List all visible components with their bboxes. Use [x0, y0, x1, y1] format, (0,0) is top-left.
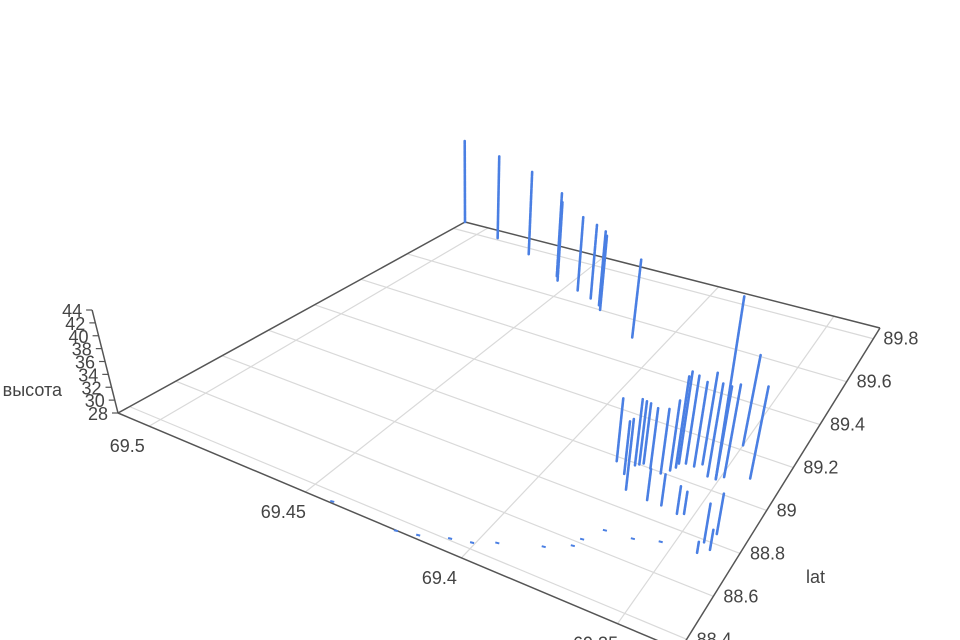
z-tick-label: 32 — [81, 378, 101, 398]
trace-segment — [702, 502, 712, 544]
trace-segment — [677, 370, 694, 465]
y-tick-label: 89.4 — [830, 415, 865, 435]
axis-line — [464, 221, 881, 329]
trace-segment — [714, 295, 746, 481]
y-tick-label: 88.8 — [750, 543, 785, 563]
axis-line — [117, 221, 466, 414]
trace-point — [469, 541, 475, 545]
trace-point — [570, 544, 576, 548]
trace-segment — [674, 375, 691, 469]
trace-segment — [722, 383, 743, 479]
trace-segment — [649, 406, 660, 470]
trace-segment — [659, 407, 671, 475]
y-gridline — [268, 329, 767, 512]
z-tick-label: 28 — [88, 404, 108, 424]
trace-segment — [633, 397, 645, 467]
trace-segment — [615, 397, 625, 463]
trace-segment — [597, 230, 608, 307]
data-traces — [330, 139, 770, 555]
x-tick-label: 69.35 — [573, 634, 618, 640]
z-tick-label: 40 — [69, 327, 89, 347]
x-gridline — [148, 227, 489, 427]
y-tick-label: 89.8 — [883, 329, 918, 349]
axis-line — [117, 412, 659, 640]
trace-point — [658, 540, 663, 544]
trace-segment — [598, 234, 609, 312]
trace-segment — [622, 420, 632, 476]
trace-point — [495, 541, 500, 545]
trace-segment — [684, 374, 701, 465]
trace-segment — [589, 223, 599, 300]
trace-segment — [675, 485, 683, 516]
trace-segment — [630, 258, 643, 339]
trace-segment — [748, 385, 770, 480]
grid-lines — [129, 227, 874, 640]
trace-segment — [708, 528, 715, 552]
trace-segment — [576, 215, 585, 292]
trace-segment — [682, 490, 689, 516]
trace-point — [541, 545, 546, 549]
y-tick-label: 89.2 — [803, 458, 838, 478]
z-tick-label: 30 — [85, 391, 105, 411]
trace-point — [602, 528, 608, 532]
trace-segment — [527, 170, 534, 256]
y-gridline — [406, 253, 847, 383]
y-tick-label: 89 — [777, 500, 797, 520]
x-gridline — [461, 286, 720, 559]
trace-point — [579, 537, 585, 541]
y-axis-title: lat — [806, 567, 825, 587]
trace-segment — [645, 467, 653, 502]
trace-segment — [556, 200, 564, 282]
trace-point — [447, 537, 453, 540]
trace-point — [415, 533, 421, 537]
z-axis-title: высота — [3, 380, 63, 400]
x-tick-label: 69.45 — [261, 502, 306, 522]
trace-segment — [638, 400, 649, 466]
axis-line — [685, 327, 881, 640]
y-tick-label: 88.6 — [723, 586, 758, 606]
y-gridline — [129, 406, 687, 640]
trace-segment — [624, 416, 636, 491]
z-tick-label: 38 — [72, 340, 92, 360]
z-tick-label: 34 — [78, 365, 98, 385]
y-tick-label: 88.4 — [697, 629, 732, 640]
x-tick-label: 69.5 — [110, 436, 145, 456]
trace-point — [630, 537, 636, 541]
trace-segment — [642, 402, 653, 465]
trace-segment — [741, 353, 762, 447]
z-tick-label: 36 — [75, 353, 95, 373]
trace-segment — [706, 382, 725, 478]
trace-segment — [496, 155, 501, 240]
trace-segment — [701, 371, 720, 466]
trace-segment — [668, 399, 682, 472]
trace-segment — [660, 473, 667, 507]
trace-segment — [692, 380, 709, 468]
z-tick-label: 42 — [65, 314, 85, 334]
y-gridline — [453, 227, 874, 340]
y-tick-label: 89.6 — [857, 372, 892, 392]
x-gridline — [304, 256, 604, 493]
x-tick-label: 69.4 — [422, 568, 457, 588]
trace-segment — [715, 491, 726, 536]
y-gridline — [221, 355, 741, 554]
trace-segment — [695, 539, 701, 555]
trace-point — [330, 499, 335, 503]
y-gridline — [175, 380, 714, 597]
z-tick-label: 44 — [62, 301, 82, 321]
axes — [86, 221, 881, 640]
y-gridline — [360, 278, 821, 426]
trace-point — [393, 529, 399, 533]
